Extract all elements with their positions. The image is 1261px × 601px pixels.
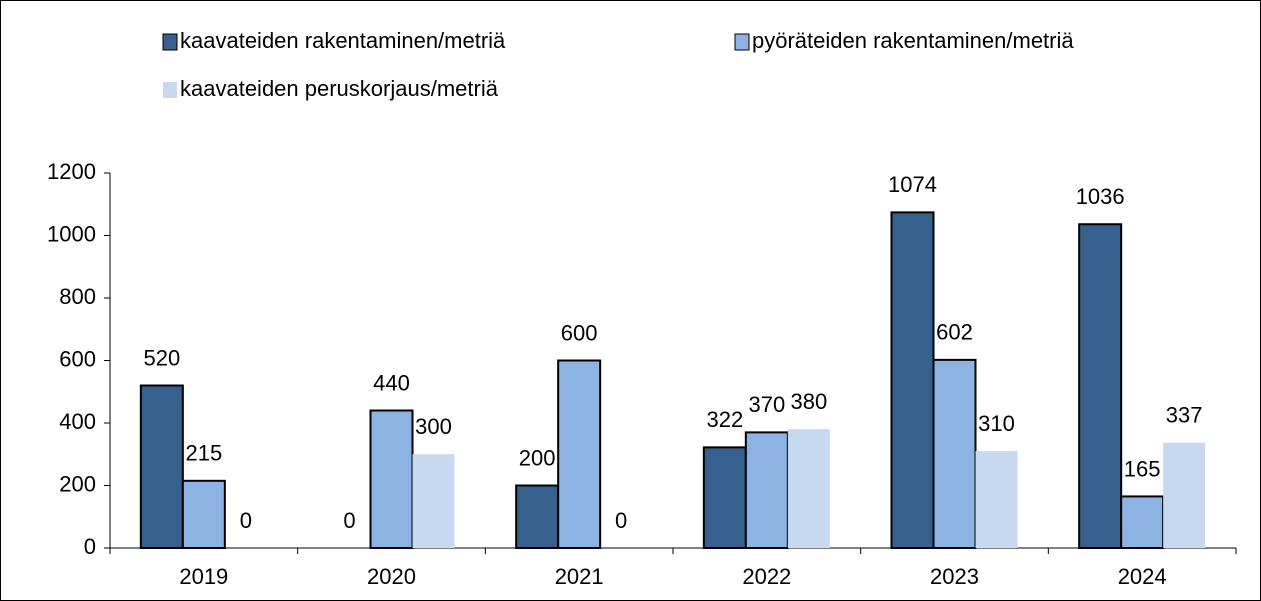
x-tick-label: 2023	[930, 564, 979, 589]
data-label: 600	[561, 320, 598, 345]
y-tick-label: 400	[59, 409, 96, 434]
y-tick-label: 1200	[47, 159, 96, 184]
legend-label: kaavateiden rakentaminen/metriä	[180, 28, 506, 53]
x-tick-label: 2021	[555, 564, 604, 589]
data-label: 0	[343, 508, 355, 533]
bar	[139, 384, 184, 549]
bar	[975, 451, 1018, 548]
data-label: 1074	[888, 172, 937, 197]
bar	[787, 429, 830, 548]
bar	[557, 359, 602, 549]
bar	[932, 358, 977, 549]
data-label: 215	[185, 441, 222, 466]
bar	[1163, 442, 1206, 548]
x-tick-label: 2022	[742, 564, 791, 589]
legend-label: kaavateiden peruskorjaus/metriä	[180, 76, 499, 101]
bar	[890, 211, 935, 549]
legend-swatch	[162, 33, 178, 51]
data-label: 440	[373, 370, 410, 395]
data-label: 1036	[1076, 184, 1125, 209]
data-label: 520	[143, 345, 180, 370]
x-tick-label: 2024	[1118, 564, 1167, 589]
data-label: 370	[748, 392, 785, 417]
data-label: 322	[706, 407, 743, 432]
bar	[412, 454, 455, 548]
data-label: 300	[415, 414, 452, 439]
x-tick-label: 2019	[179, 564, 228, 589]
data-label: 0	[615, 508, 627, 533]
data-label: 0	[240, 508, 252, 533]
bar	[1078, 223, 1123, 549]
legend-swatch	[163, 82, 177, 98]
bar	[515, 484, 560, 549]
bar	[181, 479, 226, 549]
bar	[1120, 495, 1165, 549]
bar	[744, 431, 789, 549]
data-label: 380	[790, 389, 827, 414]
data-label: 602	[936, 320, 973, 345]
data-label: 200	[519, 445, 556, 470]
y-tick-label: 200	[59, 471, 96, 496]
y-tick-label: 800	[59, 284, 96, 309]
legend-swatch	[734, 33, 750, 51]
bar	[702, 446, 747, 549]
data-label: 165	[1124, 456, 1161, 481]
y-tick-label: 600	[59, 346, 96, 371]
y-tick-label: 1000	[47, 221, 96, 246]
y-tick-label: 0	[84, 534, 96, 559]
bar	[369, 409, 414, 549]
x-tick-label: 2020	[367, 564, 416, 589]
legend-label: pyöräteiden rakentaminen/metriä	[752, 28, 1074, 53]
data-label: 310	[978, 411, 1015, 436]
data-label: 337	[1166, 403, 1203, 428]
